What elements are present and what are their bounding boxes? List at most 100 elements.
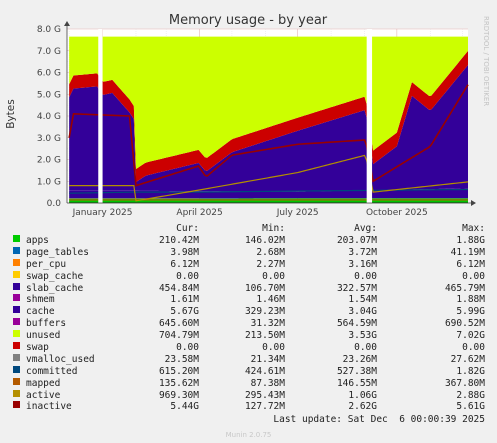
x-axis-arrow	[471, 200, 476, 206]
legend-row: apps 210.42M 146.02M 203.07M 1.88G	[0, 235, 497, 247]
legend-max: 0.00	[462, 342, 485, 354]
legend-label: buffers	[26, 318, 67, 330]
legend-label: swap_cache	[26, 270, 84, 282]
legend-row: active 969.30M 295.43M 1.06G 2.88G	[0, 389, 497, 402]
header-avg: Avg:	[354, 223, 377, 234]
legend-row: committed 615.20M 424.61M 527.38M 1.82G	[0, 365, 497, 378]
legend-cur: 454.84M	[158, 282, 199, 294]
legend-min: 21.34M	[250, 353, 285, 365]
legend-cur: 0.00	[176, 270, 199, 282]
legend-row: unused 704.79M 213.50M 3.53G 7.02G	[0, 330, 497, 342]
legend-min: 87.38M	[250, 377, 285, 389]
legend-label: vmalloc_used	[26, 353, 95, 365]
legend-min: 0.00	[262, 342, 285, 354]
legend-avg: 146.55M	[336, 377, 377, 389]
legend-max: 1.88M	[456, 294, 485, 306]
legend-min: 2.27M	[256, 258, 285, 270]
x-tick-label: October 2025	[366, 208, 428, 218]
munin-version: Munin 2.0.75	[225, 431, 272, 439]
legend-max: 5.99G	[456, 306, 485, 318]
legend-avg: 3.04G	[348, 306, 377, 318]
legend-max: 465.79M	[444, 282, 485, 294]
legend-row: slab_cache 454.84M 106.70M 322.57M 465.79M	[0, 282, 497, 295]
y-tick-label: 1.0 G	[37, 177, 61, 187]
legend-min: 424.61M	[244, 365, 285, 377]
legend-label: cache	[26, 306, 55, 318]
legend-row: swap_cache 0.00 0.00 0.00 0.00	[0, 270, 497, 283]
line-inactive	[68, 84, 469, 187]
legend-row: buffers 645.60M 31.32M 564.59M 690.52M	[0, 318, 497, 330]
legend-avg: 0.00	[354, 342, 377, 354]
legend-max: 2.88G	[456, 389, 485, 401]
legend-row: vmalloc_used 23.58M 21.34M 23.26M 27.62M	[0, 353, 497, 366]
legend-avg: 564.59M	[336, 318, 377, 330]
x-tick-label: April 2025	[176, 208, 222, 218]
legend-max: 6.12M	[456, 258, 485, 270]
legend-min: 0.00	[262, 270, 285, 282]
legend-label: committed	[26, 365, 78, 377]
legend-min: 2.68M	[256, 246, 285, 258]
line-committed	[69, 188, 469, 194]
legend-label: inactive	[26, 401, 72, 413]
legend-swatch	[13, 258, 20, 266]
legend-max: 367.80M	[444, 377, 485, 389]
y-tick-label: 4.0 G	[37, 112, 61, 122]
legend-avg: 0.00	[354, 270, 377, 282]
y-tick-label: 8.0 G	[37, 25, 61, 35]
legend-label: swap	[26, 342, 49, 354]
legend-min: 1.46M	[256, 294, 285, 306]
legend-avg: 3.53G	[348, 330, 377, 342]
legend-min: 31.32M	[250, 318, 285, 330]
header-cur: Cur:	[176, 223, 199, 234]
legend-min: 213.50M	[244, 330, 285, 342]
legend-swatch	[13, 365, 20, 373]
legend-avg: 322.57M	[336, 282, 377, 294]
legend-row: per_cpu 6.12M 2.27M 3.16M 6.12M	[0, 258, 497, 271]
y-tick-label: 7.0 G	[37, 47, 61, 57]
legend-row: inactive 5.44G 127.72M 2.62G 5.61G	[0, 401, 497, 413]
y-tick-label: 2.0 G	[37, 156, 61, 166]
legend-max: 1.82G	[456, 365, 485, 377]
legend-avg: 203.07M	[336, 235, 377, 246]
legend-label: per_cpu	[26, 258, 67, 270]
legend-label: unused	[26, 330, 61, 342]
legend-row: cache 5.67G 329.23M 3.04G 5.99G	[0, 306, 497, 318]
y-tick-label: 6.0 G	[37, 69, 61, 79]
legend-cur: 3.98M	[170, 246, 199, 258]
legend-row: swap 0.00 0.00 0.00 0.00	[0, 342, 497, 354]
y-axis-label: Bytes	[5, 99, 17, 128]
legend-min: 146.02M	[244, 235, 285, 246]
y-tick-label: 0.0	[47, 199, 62, 209]
legend-cur: 23.58M	[164, 353, 199, 365]
legend-swatch	[13, 294, 20, 302]
legend-swatch	[13, 330, 20, 338]
legend-cur: 704.79M	[158, 330, 199, 342]
line-active	[69, 154, 469, 202]
legend-min: 106.70M	[244, 282, 285, 294]
legend-cur: 210.42M	[158, 235, 199, 246]
legend-cur: 969.30M	[158, 389, 199, 401]
legend-cur: 135.62M	[158, 377, 199, 389]
legend-cur: 1.61M	[170, 294, 199, 306]
legend-min: 329.23M	[244, 306, 285, 318]
legend-swatch	[13, 401, 20, 409]
legend-avg: 527.38M	[336, 365, 377, 377]
legend-swatch	[13, 235, 20, 242]
legend-min: 295.43M	[244, 389, 285, 401]
legend-swatch	[13, 270, 20, 278]
data-gap	[366, 29, 373, 203]
legend-avg: 3.72M	[348, 246, 377, 258]
legend-avg: 1.54M	[348, 294, 377, 306]
legend-row: page_tables 3.98M 2.68M 3.72M 41.19M	[0, 246, 497, 259]
chart-title: Memory usage - by year	[169, 13, 328, 28]
legend-cur: 5.44G	[170, 401, 199, 413]
legend-swatch	[13, 389, 20, 397]
legend-label: apps	[26, 235, 49, 246]
legend-cur: 615.20M	[158, 365, 199, 377]
legend-swatch	[13, 246, 20, 254]
legend-avg: 3.16M	[348, 258, 377, 270]
x-tick-label: January 2025	[72, 208, 133, 218]
legend-max: 41.19M	[450, 246, 485, 258]
legend-max: 27.62M	[450, 353, 485, 365]
